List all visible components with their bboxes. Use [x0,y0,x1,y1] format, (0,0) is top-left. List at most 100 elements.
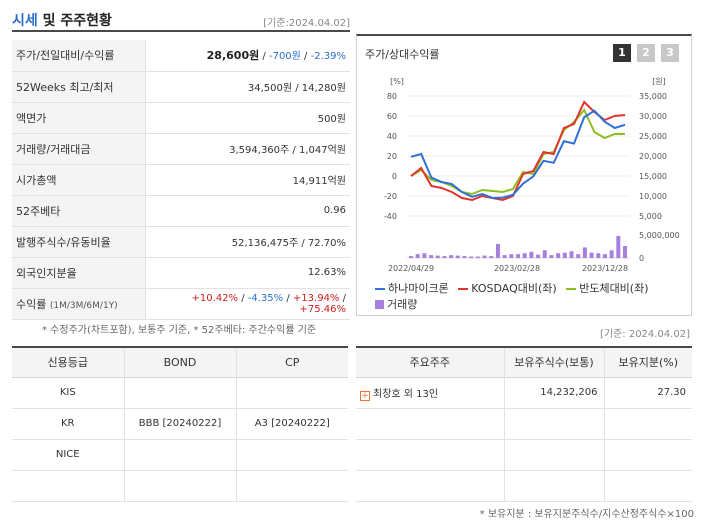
volume-bar [582,247,587,258]
volume-bar [509,254,514,258]
volume-bar [422,253,427,258]
row-label: 거래량/거래대금 [12,133,146,164]
series-line-0 [410,109,626,200]
chart-tabs: 1 2 3 [613,44,679,62]
table-row: 주가/전일대비/수익률 28,600원 / -700원 / -2.39% [12,40,350,71]
right-tick-label: 25,000 [639,132,667,141]
legend-volume: 거래량 [375,296,417,312]
left-tick-label: 80 [387,92,397,101]
table-row: 액면가 500원 [12,102,350,133]
cell [236,439,348,471]
right-tick-label: 10,000 [639,192,667,201]
row-value: 3,594,360주 / 1,047억원 [229,145,346,156]
cell: KR [12,408,125,440]
cell: BBB [20240222] [124,408,237,440]
col-header: CP [236,347,348,378]
volume-bar [435,255,440,258]
table-row [356,470,692,502]
volume-bar [409,256,413,258]
volume-bar [429,255,434,258]
table-row: KR BBB [20240222] A3 [20240222] [12,408,348,440]
returns-period: (1M/3M/6M/1Y) [49,300,118,311]
holder-name-cell: + 최창호 외 13인 [356,377,505,409]
row-label: 발행주식수/유동비율 [12,226,146,257]
expand-plus-icon[interactable]: + [360,390,370,401]
row-label: 시가총액 [12,164,146,195]
returns-value: +10.42% / -4.35% / +13.94% / +75.46% [191,292,346,315]
table-row: 외국인지분율 12.63% [12,257,350,288]
chart-tab-2[interactable]: 2 [637,44,655,62]
row-label: 52Weeks 최고/최저 [12,71,146,102]
holder-footnote: * 보유지분 : 보유지분주식수/지수산정주식수×100 [479,509,694,520]
left-tick-label: 60 [387,112,397,121]
return-1m: +10.42% [191,292,239,304]
legend-semi: 반도체대비(좌) [566,280,649,296]
table-row [12,470,348,502]
row-value: 52,136,475주 / 72.70% [231,238,346,249]
title-rest: 및 주주현황 [37,13,112,29]
row-label: 주가/전일대비/수익률 [12,40,146,71]
price-chart: [%] [원] 80 60 40 20 0 -20 -40 35,000 30,000 25,000 2… [384,77,680,273]
series-line-1 [410,100,626,202]
cell [124,439,237,471]
left-axis-unit: [%] [390,77,404,86]
row-label: 52주베타 [12,195,146,226]
x-tick-label: 2023/12/28 [582,264,628,273]
left-tick-label: 0 [392,172,397,181]
row-label: 액면가 [12,102,146,133]
return-6m: +13.94% [292,292,340,304]
row-value: 34,500원 / 14,280원 [247,83,346,94]
volume-bar [569,251,574,258]
legend-line-icon [458,288,469,290]
volume-bar [609,250,614,258]
table-row [356,408,692,440]
table-row: 발행주식수/유동비율 52,136,475주 / 72.70% [12,226,350,257]
table-row: 거래량/거래대금 3,594,360주 / 1,047억원 [12,133,350,164]
right-axis-unit: [원] [652,77,666,86]
volume-bar [475,256,480,258]
holder-name[interactable]: 최창호 외 13인 [373,388,439,400]
col-header: 신용등급 [12,347,125,378]
return-1y: +75.46% [299,303,346,315]
right-tick-label: 20,000 [639,152,667,161]
legend-line-icon [566,288,577,290]
chart-tab-1[interactable]: 1 [613,44,631,62]
cell [604,408,692,440]
col-header: 보유지분(%) [604,347,692,378]
volume-bar [549,255,554,258]
cell [504,439,605,471]
quote-footnote: * 수정주가(차트포함), 보통주 기준, * 52주베타: 주간수익률 기준 [42,325,317,336]
section-title: 시세 및 주주현황 [12,10,112,30]
chart-panel: 주가/상대수익률 1 2 3 [%] [원] 80 60 40 20 0 -20 -40 35,0… [356,34,692,316]
volume-tick-label: 5,000,000 [639,231,680,240]
chart-title: 주가/상대수익률 [365,48,440,61]
row-label: 외국인지분율 [12,257,146,288]
base-date: [기준:2024.04.02] [263,18,350,29]
legend-stock: 하나마이크론 [375,280,449,296]
legend-box-icon [375,300,384,309]
section-header: 시세 및 주주현황 [기준:2024.04.02] [12,10,350,32]
price-change: -700원 [268,51,301,63]
cell [236,377,348,409]
table-row: 52Weeks 최고/최저 34,500원 / 14,280원 [12,71,350,102]
volume-bar [462,256,467,258]
volume-bar [616,235,621,258]
chart-tab-3[interactable]: 3 [661,44,679,62]
volume-bar [623,246,627,258]
legend-label: 거래량 [387,298,418,311]
left-tick-label: 40 [387,132,397,141]
row-value: 14,911억원 [292,176,346,187]
cell [236,470,348,502]
right-tick-label: 30,000 [639,112,667,121]
col-header: 보유주식수(보통) [504,347,605,378]
cell: A3 [20240222] [236,408,348,440]
col-header: 주요주주 [356,347,505,378]
base-date-2: [기준: 2024.04.02] [599,329,690,340]
current-price: 28,600원 [206,49,260,63]
right-tick-label: 15,000 [639,172,667,181]
x-tick-label: 2023/02/28 [494,264,540,273]
cell [356,439,505,471]
table-header: 신용등급 BOND CP [12,347,348,378]
title-accent: 시세 [12,13,38,29]
returns-label-text: 수익률 [16,297,47,311]
